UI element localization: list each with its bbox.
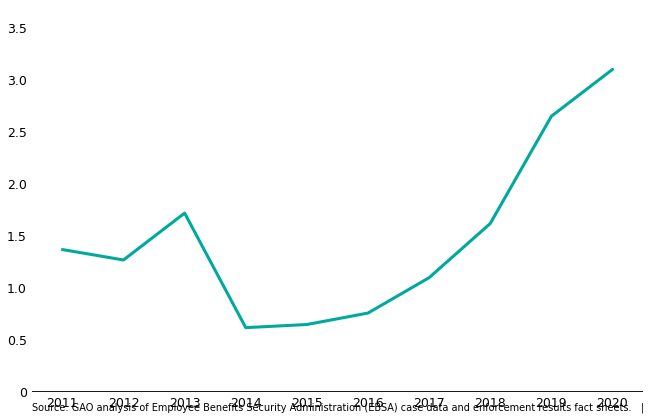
Text: Source: GAO analysis of Employee Benefits Security Administration (EBSA) case da: Source: GAO analysis of Employee Benefit… [32, 402, 650, 413]
